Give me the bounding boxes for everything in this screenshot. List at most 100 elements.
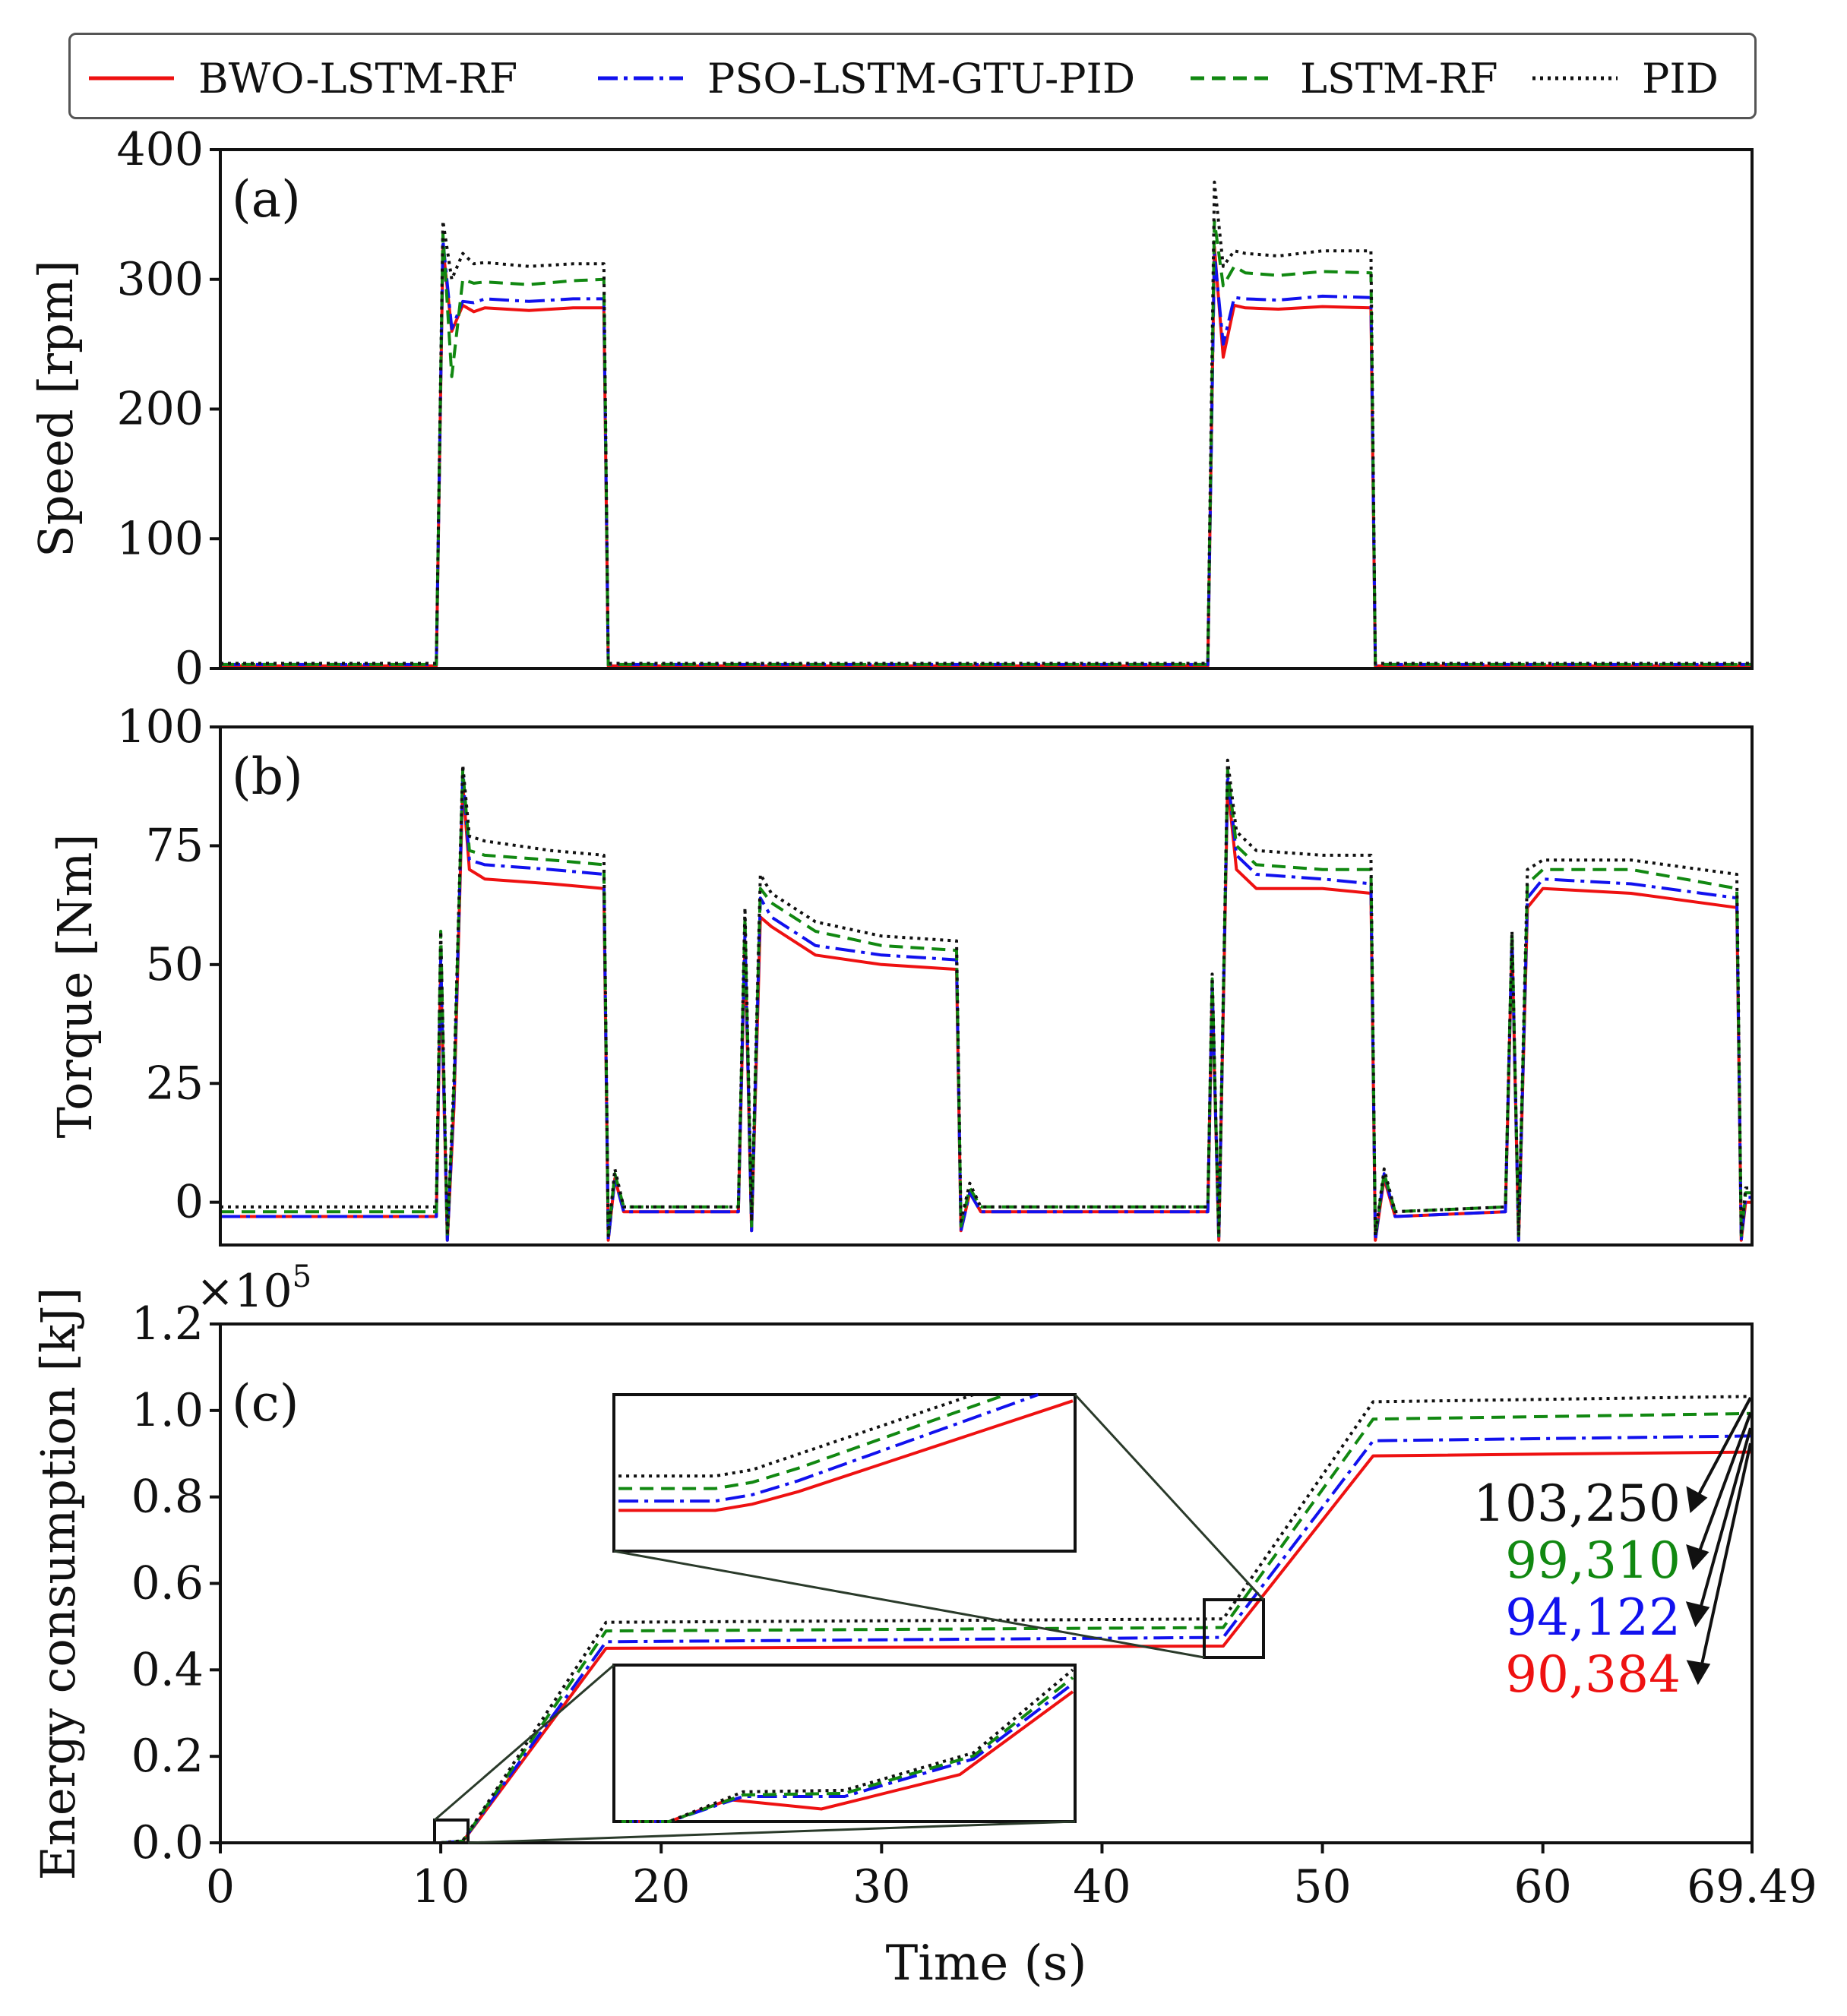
zoom-bottom-curve-2 <box>618 1676 1074 1823</box>
zoom-connector-3 <box>434 1664 615 1822</box>
arrow-pid <box>1694 1397 1752 1501</box>
zoom-inset-top <box>612 1393 1077 1553</box>
legend-item-pso: PSO-LSTM-GTU-PID <box>595 52 1135 105</box>
torque-panel-label: (b) <box>232 747 303 806</box>
torque-y-ticks: 0 25 50 75 100 <box>116 700 220 1229</box>
arrow-bwo-head <box>1686 1660 1711 1686</box>
energy-y-tick-label: 0.6 <box>131 1557 204 1610</box>
speed-y-tick-label: 400 <box>116 123 204 176</box>
legend-swatch-lstm <box>1191 76 1276 81</box>
energy-multiplier: ×105 <box>196 1259 312 1318</box>
x-tick-label: 0 <box>206 1860 235 1913</box>
zoom-source-box-bottom <box>433 1819 470 1844</box>
zoom-connector-4 <box>467 1820 1076 1844</box>
torque-y-tick-label: 100 <box>116 700 204 754</box>
x-tick-label: 69.49 <box>1687 1860 1817 1913</box>
final-value-bwo: 90,384 <box>1505 1645 1681 1704</box>
legend-item-pid: PID <box>1529 52 1719 105</box>
legend-label-pid: PID <box>1642 54 1719 103</box>
energy-panel: (c) 0.0 0.2 0.4 0.6 0.8 1.0 1.2 0 10 20 30 40 50 60 6… <box>30 1259 1817 1992</box>
legend-label-bwo: BWO-LSTM-RF <box>198 54 518 103</box>
legend-item-lstm: LSTM-RF <box>1188 52 1498 105</box>
zoom-source-box-top <box>1203 1598 1265 1659</box>
final-value-pid: 103,250 <box>1473 1474 1681 1533</box>
torque-series-pid <box>220 758 1752 1237</box>
arrow-bwo <box>1699 1442 1752 1672</box>
energy-y-tick-label: 0.4 <box>131 1643 204 1696</box>
arrow-pso-head <box>1685 1601 1710 1628</box>
final-value-arrows <box>1685 1397 1752 1686</box>
final-value-lstm: 99,310 <box>1505 1531 1681 1590</box>
speed-y-tick-label: 100 <box>116 512 204 565</box>
energy-panel-label: (c) <box>232 1374 299 1433</box>
x-tick-label: 60 <box>1514 1860 1572 1913</box>
x-tick-label: 40 <box>1073 1860 1131 1913</box>
energy-y-tick-label: 1.2 <box>131 1297 204 1351</box>
legend-label-lstm: LSTM-RF <box>1300 54 1498 103</box>
arrow-pid-head <box>1686 1486 1708 1513</box>
zoom-top-curve-0 <box>618 1399 1074 1512</box>
speed-series-pid <box>220 180 1752 665</box>
x-axis-label: Time (s) <box>886 1935 1087 1992</box>
final-value-pso: 94,122 <box>1505 1588 1681 1647</box>
speed-series-layer <box>220 180 1752 668</box>
arrow-lstm <box>1696 1412 1752 1558</box>
x-tick-label: 10 <box>412 1860 470 1913</box>
torque-y-label: Torque [Nm] <box>47 834 103 1139</box>
speed-series-bwo-lstm-rf <box>220 245 1752 668</box>
legend-swatch-bwo <box>89 76 174 81</box>
arrow-pso <box>1697 1427 1752 1615</box>
torque-panel: (b) 0 25 50 75 100 Torque [Nm] <box>47 700 1754 1247</box>
energy-y-label: Energy consumption [kJ] <box>30 1288 86 1881</box>
zoom-top-curve-3 <box>618 1393 975 1478</box>
energy-y-tick-label: 0.2 <box>131 1730 204 1783</box>
zoom-top-curve-2 <box>618 1393 1007 1490</box>
x-tick-label: 30 <box>852 1860 910 1913</box>
torque-y-tick-label: 25 <box>146 1057 204 1110</box>
energy-multiplier-base: ×10 <box>196 1265 293 1318</box>
torque-series-layer <box>220 758 1752 1242</box>
zoom-inset-bottom <box>612 1664 1077 1823</box>
speed-panel: (a) 0 100 200 300 400 Speed [rpm] <box>28 123 1754 695</box>
speed-y-ticks: 0 100 200 300 400 <box>116 123 220 695</box>
energy-y-ticks: 0.0 0.2 0.4 0.6 0.8 1.0 1.2 <box>131 1297 220 1869</box>
x-tick-label: 50 <box>1293 1860 1351 1913</box>
x-tick-label: 20 <box>632 1860 690 1913</box>
energy-x-ticks: 0 10 20 30 40 50 60 69.49 <box>206 1843 1817 1913</box>
torque-y-tick-label: 0 <box>175 1176 204 1229</box>
torque-axes-frame <box>219 725 1754 1247</box>
legend-item-bwo: BWO-LSTM-RF <box>86 52 517 105</box>
zoom-inset-top-lines <box>618 1393 1074 1512</box>
energy-y-tick-label: 1.0 <box>131 1384 204 1437</box>
speed-panel-label: (a) <box>232 170 301 229</box>
legend-swatch-pso <box>598 76 683 81</box>
zoom-connector-lines <box>434 1393 1265 1844</box>
torque-series-lstm-rf <box>220 768 1752 1237</box>
torque-y-tick-label: 75 <box>146 819 204 872</box>
zoom-inset-bottom-lines <box>618 1668 1074 1823</box>
torque-y-tick-label: 50 <box>146 938 204 991</box>
energy-multiplier-exp: 5 <box>293 1259 312 1294</box>
final-value-annotations: 103,250 99,310 94,122 90,384 <box>1473 1397 1752 1704</box>
speed-series-lstm-rf <box>220 219 1752 666</box>
zoom-inset-bottom-frame <box>612 1664 1077 1823</box>
zoom-bottom-curve-1 <box>618 1683 1074 1823</box>
legend: BWO-LSTM-RF PSO-LSTM-GTU-PID LSTM-RF PID <box>68 33 1757 119</box>
speed-y-tick-label: 200 <box>116 383 204 436</box>
speed-axes-frame <box>219 148 1754 670</box>
speed-y-tick-label: 0 <box>175 642 204 695</box>
speed-y-tick-label: 300 <box>116 253 204 306</box>
energy-y-tick-label: 0.8 <box>131 1471 204 1524</box>
speed-y-label: Speed [rpm] <box>28 260 84 557</box>
legend-label-pso: PSO-LSTM-GTU-PID <box>707 54 1136 103</box>
zoom-bottom-curve-3 <box>618 1668 1074 1823</box>
speed-series-pso-lstm-gtu-pid <box>220 239 1752 666</box>
zoom-connector-1 <box>613 1550 1205 1659</box>
zoom-top-curve-1 <box>618 1393 1039 1503</box>
arrow-lstm-head <box>1686 1544 1709 1571</box>
energy-y-tick-label: 0.0 <box>131 1816 204 1869</box>
zoom-inset-top-frame <box>612 1393 1077 1553</box>
zoom-connector-2 <box>1074 1393 1265 1601</box>
legend-swatch-pid <box>1532 76 1618 81</box>
